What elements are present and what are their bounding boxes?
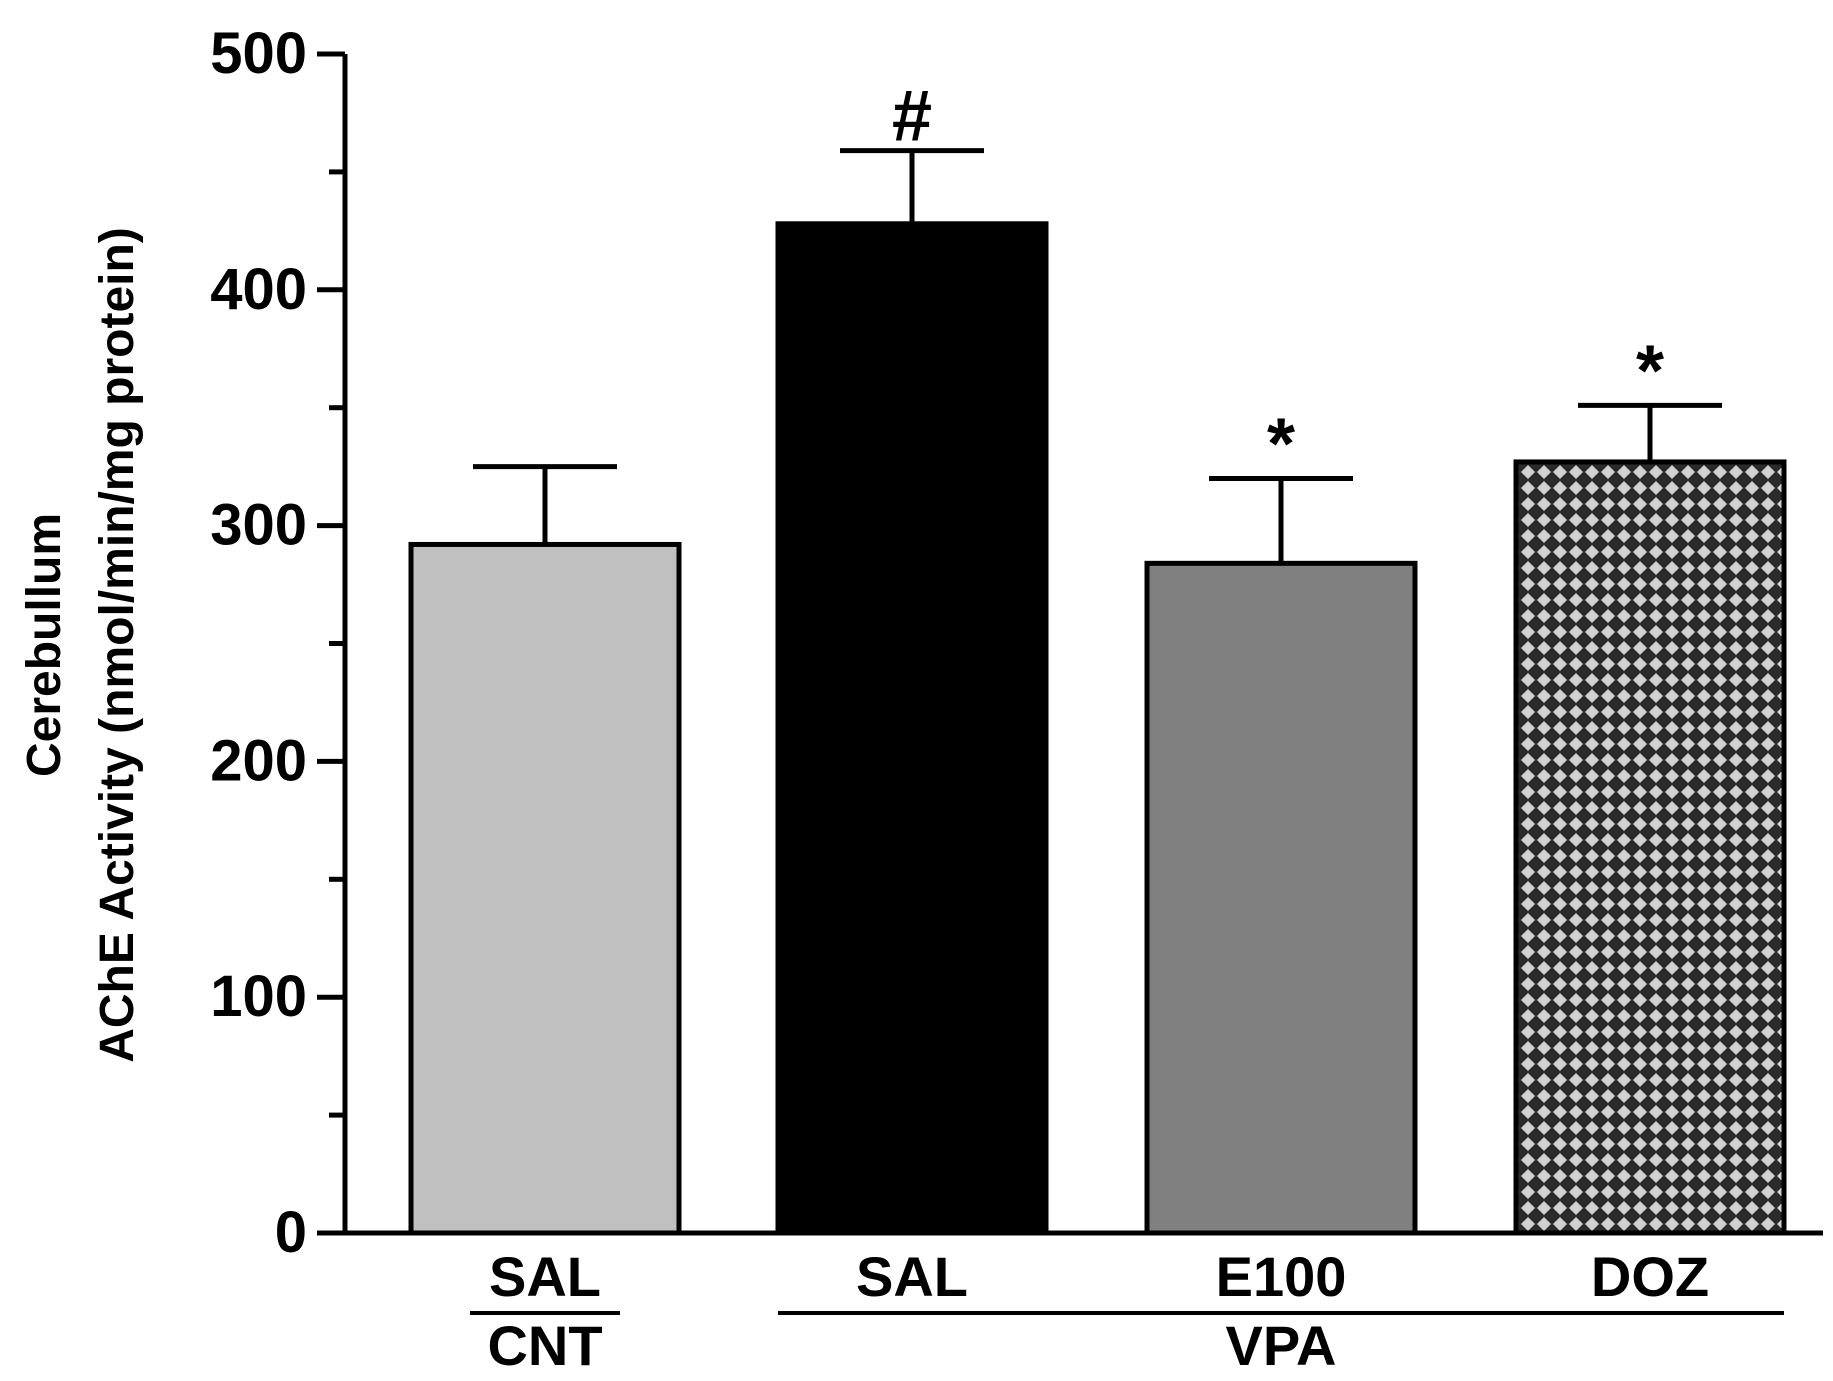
x-axis: SAL SAL E100 DOZ: [345, 1230, 1823, 1308]
bar-sal: [775, 221, 1049, 1236]
x-tick-label: SAL: [856, 1245, 968, 1308]
y-axis-label-line1: Cerebullum: [18, 513, 71, 777]
group-labels: CNT VPA: [470, 1311, 1784, 1377]
significance-marker: #: [892, 77, 932, 157]
significance-marker: *: [1636, 331, 1664, 411]
y-axis: 0 100 200 300 400 500: [210, 21, 348, 1265]
significance-marker: *: [1267, 404, 1295, 484]
y-tick-label: 500: [210, 21, 307, 86]
bar-doz: [1513, 459, 1787, 1236]
y-tick-label: 100: [210, 964, 307, 1029]
y-tick-label: 0: [275, 1200, 307, 1265]
bar-sal: [408, 541, 682, 1236]
y-tick-label: 400: [210, 257, 307, 322]
y-axis-label: Cerebullum AChE Activity (nmol/min/mg pr…: [18, 227, 144, 1063]
y-tick-label: 200: [210, 728, 307, 793]
y-tick-label: 300: [210, 493, 307, 558]
group-label-vpa: VPA: [1226, 1314, 1337, 1377]
x-tick-label: SAL: [489, 1245, 601, 1308]
x-tick-label: DOZ: [1591, 1245, 1709, 1308]
bar-e100: [1144, 560, 1418, 1236]
group-label-cnt: CNT: [487, 1314, 602, 1377]
bars: # * *: [408, 77, 1787, 1236]
x-tick-label: E100: [1216, 1245, 1347, 1308]
y-axis-label-line2: AChE Activity (nmol/min/mg protein): [91, 227, 144, 1063]
